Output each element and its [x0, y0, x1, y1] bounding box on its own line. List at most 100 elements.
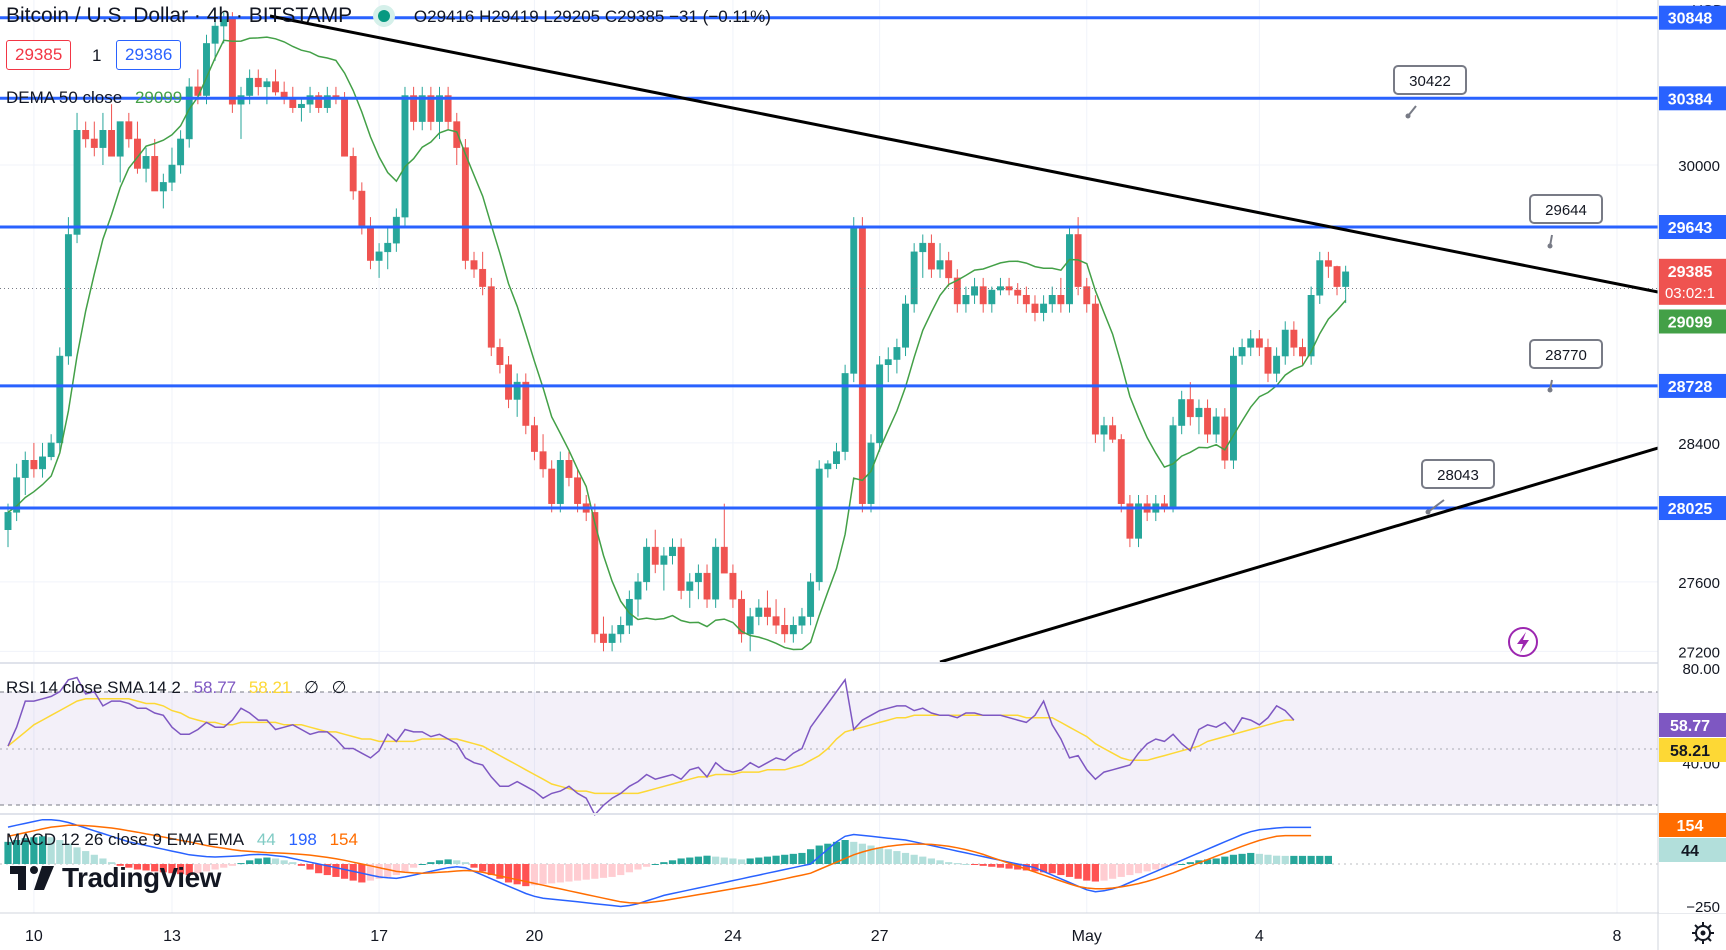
rsi-extra-1: ∅ — [304, 678, 319, 697]
candle — [159, 173, 167, 209]
histogram-bar — [591, 864, 599, 879]
time-axis[interactable]: 10 13 17 20 24 27 May 4 8 — [25, 928, 1622, 945]
price-callout[interactable]: 29644 — [1529, 194, 1603, 249]
histogram-bar — [634, 864, 642, 870]
spread-value: 1 — [92, 46, 102, 65]
candle — [841, 364, 849, 461]
candle — [64, 217, 72, 365]
candle — [30, 442, 38, 478]
rsi-value: 58.77 — [193, 678, 237, 697]
histogram-bar — [375, 864, 383, 879]
histogram-bar — [789, 853, 797, 864]
svg-text:30384: 30384 — [1668, 91, 1713, 108]
histogram-bar — [556, 864, 564, 883]
histogram-bar — [919, 856, 927, 864]
price-callout[interactable]: 30422 — [1393, 65, 1467, 119]
histogram-bar — [280, 860, 288, 864]
candle — [850, 217, 858, 383]
candle — [272, 69, 279, 96]
histogram-bar — [1109, 864, 1117, 879]
histogram-bar — [824, 843, 832, 864]
candle — [289, 86, 297, 113]
signal-line — [7, 824, 1312, 904]
time-tick-label: 20 — [526, 928, 544, 945]
candle — [530, 416, 538, 461]
histogram-bar — [1022, 864, 1030, 871]
histogram-bar — [401, 864, 409, 872]
candles — [4, 12, 1350, 652]
histogram-bar — [643, 864, 651, 867]
svg-text:29643: 29643 — [1668, 220, 1713, 237]
candle — [453, 112, 461, 165]
candle — [116, 121, 124, 183]
callouts: 30422 29644 28770 28043 — [1393, 65, 1603, 515]
svg-text:28043: 28043 — [1437, 467, 1479, 484]
histogram-bar — [1074, 864, 1082, 879]
histogram-bar — [599, 864, 608, 878]
histogram-bar — [617, 864, 625, 876]
histogram-bar — [38, 836, 47, 864]
candle — [1117, 434, 1125, 513]
logo-text: TradingView — [62, 862, 221, 893]
histogram-bar — [1143, 864, 1151, 872]
histogram-bar — [1298, 855, 1307, 864]
histogram-bar — [427, 862, 435, 864]
candle — [297, 99, 305, 122]
histogram-bar — [487, 864, 495, 876]
candle — [919, 234, 927, 278]
histogram-bar — [608, 864, 616, 877]
candle — [677, 538, 685, 600]
candle — [867, 434, 875, 513]
time-tick-label: 24 — [724, 928, 742, 945]
histogram-bar — [755, 857, 763, 864]
time-tick-label: 10 — [25, 928, 43, 945]
histogram-bar — [21, 838, 29, 864]
candle — [1316, 251, 1324, 304]
rsi-pane[interactable] — [0, 676, 1658, 816]
histogram-bar — [453, 860, 461, 864]
time-tick-label: 17 — [370, 928, 388, 945]
histogram-bar — [513, 864, 521, 885]
histogram-bar — [349, 864, 357, 881]
candle — [1264, 338, 1272, 383]
candle — [660, 547, 668, 591]
candle — [479, 251, 487, 296]
candle — [1091, 295, 1099, 443]
tradingview-logo[interactable]: TradingView — [10, 862, 221, 894]
histogram-bar — [582, 864, 590, 880]
histogram-bar — [392, 864, 400, 876]
candle — [712, 538, 720, 608]
histogram-bar — [979, 864, 987, 866]
price-callout[interactable]: 28770 — [1529, 339, 1603, 393]
settings-gear-icon[interactable] — [1692, 922, 1714, 944]
macd-tick-label: −250 — [1686, 899, 1720, 916]
candle — [367, 217, 374, 270]
candle — [1255, 330, 1263, 357]
candle — [254, 69, 262, 96]
histogram-bar — [850, 841, 858, 864]
buy-button[interactable]: 29386 — [116, 40, 182, 70]
candle — [151, 138, 159, 192]
histogram-bar — [444, 859, 452, 864]
market-status-icon[interactable] — [378, 10, 391, 23]
candle — [720, 503, 728, 574]
candle — [643, 538, 651, 591]
histogram-bar — [841, 840, 849, 864]
histogram-bar — [573, 864, 582, 881]
macd-pane[interactable] — [0, 818, 1658, 908]
price-callout[interactable]: 28043 — [1421, 459, 1495, 515]
rsi-legend[interactable]: RSI 14 close SMA 14 2 58.77 58.21 ∅ ∅ — [6, 678, 354, 698]
candle — [617, 616, 625, 643]
histogram-bar — [297, 864, 306, 866]
dema-legend[interactable]: DEMA 50 close 29099 — [6, 88, 190, 108]
macd-legend[interactable]: MACD 12 26 close 9 EMA EMA 44 198 154 — [6, 830, 366, 850]
lightning-icon[interactable] — [1508, 627, 1538, 657]
histogram-bar — [893, 851, 901, 864]
sell-button[interactable]: 29385 — [6, 40, 72, 70]
price-pane[interactable]: 30422 29644 28770 28043 — [0, 0, 1659, 913]
histogram-bar — [323, 864, 331, 876]
candle — [807, 573, 815, 626]
symbol-title[interactable]: Bitcoin / U.S. Dollar · 4h · BITSTAMP — [6, 4, 353, 27]
